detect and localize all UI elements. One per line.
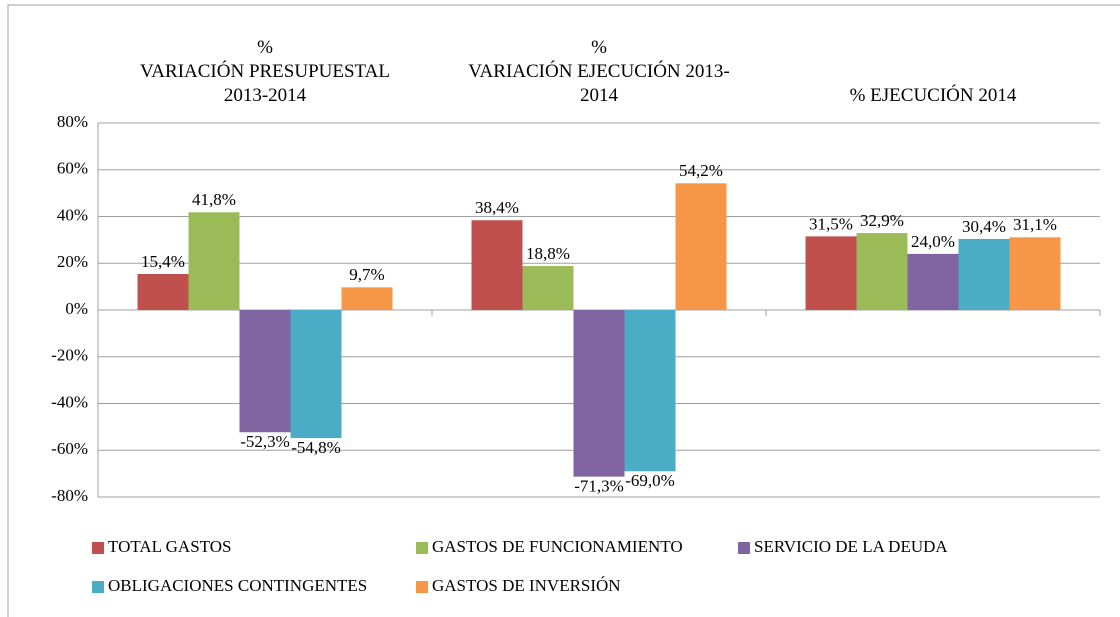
data-label: -52,3%: [240, 432, 290, 451]
data-label: 24,0%: [911, 232, 955, 251]
data-label: 18,8%: [526, 244, 570, 263]
bar: [958, 238, 1010, 310]
bar: [188, 212, 240, 310]
y-tick-label: 40%: [57, 205, 88, 224]
y-tick-label: -20%: [51, 346, 88, 365]
y-tick-label: -80%: [51, 486, 88, 505]
data-label: 38,4%: [475, 198, 519, 217]
category-label: % VARIACIÓN EJECUCIÓN 2013- 2014: [468, 37, 730, 106]
legend-swatch: [738, 542, 750, 554]
legend-swatch: [92, 581, 104, 593]
data-label: 9,7%: [349, 265, 384, 284]
data-label: 30,4%: [962, 217, 1006, 236]
bar: [341, 287, 393, 310]
legend-label: TOTAL GASTOS: [108, 537, 231, 556]
bar: [239, 310, 291, 433]
legend-swatch: [416, 542, 428, 554]
legend-label: OBLIGACIONES CONTINGENTES: [108, 576, 367, 595]
data-label: -69,0%: [625, 471, 675, 490]
legend-label: GASTOS DE FUNCIONAMIENTO: [432, 537, 683, 556]
bar: [805, 236, 857, 310]
legend-label: GASTOS DE INVERSIÓN: [432, 576, 621, 595]
data-label: 32,9%: [860, 211, 904, 230]
bar: [675, 183, 727, 310]
chart-border: [7, 4, 1120, 617]
bar: [907, 253, 959, 310]
bar: [573, 310, 625, 477]
legend-swatch: [416, 581, 428, 593]
bar: [856, 233, 908, 310]
data-label: 31,1%: [1013, 215, 1057, 234]
data-label: 31,5%: [809, 214, 853, 233]
legend-label: SERVICIO DE LA DEUDA: [754, 537, 948, 556]
bar: [624, 310, 676, 472]
bar: [522, 266, 574, 310]
y-tick-label: -60%: [51, 439, 88, 458]
data-label: -71,3%: [574, 477, 624, 496]
bar: [471, 220, 523, 310]
category-label: % VARIACIÓN PRESUPUESTAL 2013-2014: [140, 37, 390, 106]
bar: [137, 274, 189, 310]
category-label: % EJECUCIÓN 2014: [849, 85, 1017, 106]
y-tick-label: 20%: [57, 252, 88, 271]
y-tick-label: -40%: [51, 392, 88, 411]
y-tick-label: 80%: [57, 112, 88, 131]
bar: [290, 310, 342, 439]
data-label: 54,2%: [679, 161, 723, 180]
data-label: 41,8%: [192, 190, 236, 209]
y-tick-label: 0%: [65, 299, 88, 318]
bar: [1009, 237, 1061, 310]
data-label: -54,8%: [291, 438, 341, 457]
legend-swatch: [92, 542, 104, 554]
data-label: 15,4%: [141, 252, 185, 271]
y-tick-label: 60%: [57, 159, 88, 178]
